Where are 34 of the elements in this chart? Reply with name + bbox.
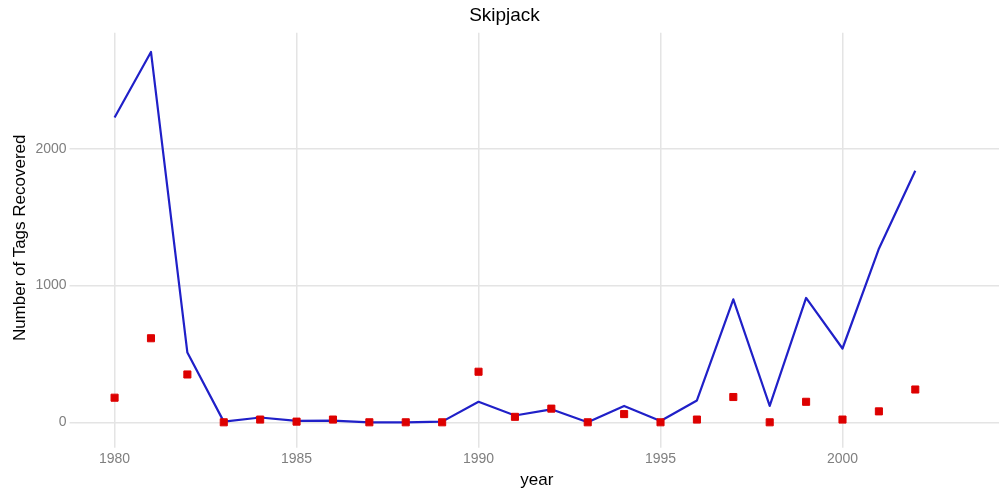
x-axis-title: year bbox=[520, 470, 554, 490]
point bbox=[256, 415, 265, 424]
point bbox=[292, 417, 301, 426]
point bbox=[656, 418, 665, 427]
point bbox=[874, 407, 883, 416]
point bbox=[547, 404, 556, 413]
point bbox=[401, 418, 410, 427]
y-tick-label: 2000 bbox=[35, 139, 67, 156]
x-tick-label: 2000 bbox=[826, 450, 859, 467]
y-tick-label: 0 bbox=[58, 413, 67, 430]
y-tick-label: 1000 bbox=[35, 276, 67, 293]
point bbox=[438, 418, 447, 427]
x-tick-label: 1995 bbox=[644, 450, 677, 467]
point bbox=[110, 393, 119, 402]
point bbox=[183, 370, 192, 379]
point bbox=[219, 418, 228, 427]
point bbox=[729, 392, 738, 402]
x-tick-label: 1980 bbox=[99, 450, 131, 467]
point bbox=[765, 418, 774, 427]
chart-title: Skipjack bbox=[469, 3, 541, 25]
point bbox=[365, 418, 374, 427]
point bbox=[838, 415, 847, 424]
x-tick-label: 1990 bbox=[462, 450, 495, 467]
point bbox=[474, 367, 483, 376]
point bbox=[328, 415, 337, 424]
point bbox=[583, 418, 592, 427]
point bbox=[620, 410, 629, 419]
point bbox=[692, 415, 701, 424]
point bbox=[146, 334, 156, 343]
point bbox=[510, 412, 519, 421]
x-tick-label: 1985 bbox=[280, 450, 313, 467]
point bbox=[802, 397, 811, 406]
y-axis-title: Number of Tags Recovered bbox=[9, 134, 29, 342]
point bbox=[911, 385, 920, 394]
